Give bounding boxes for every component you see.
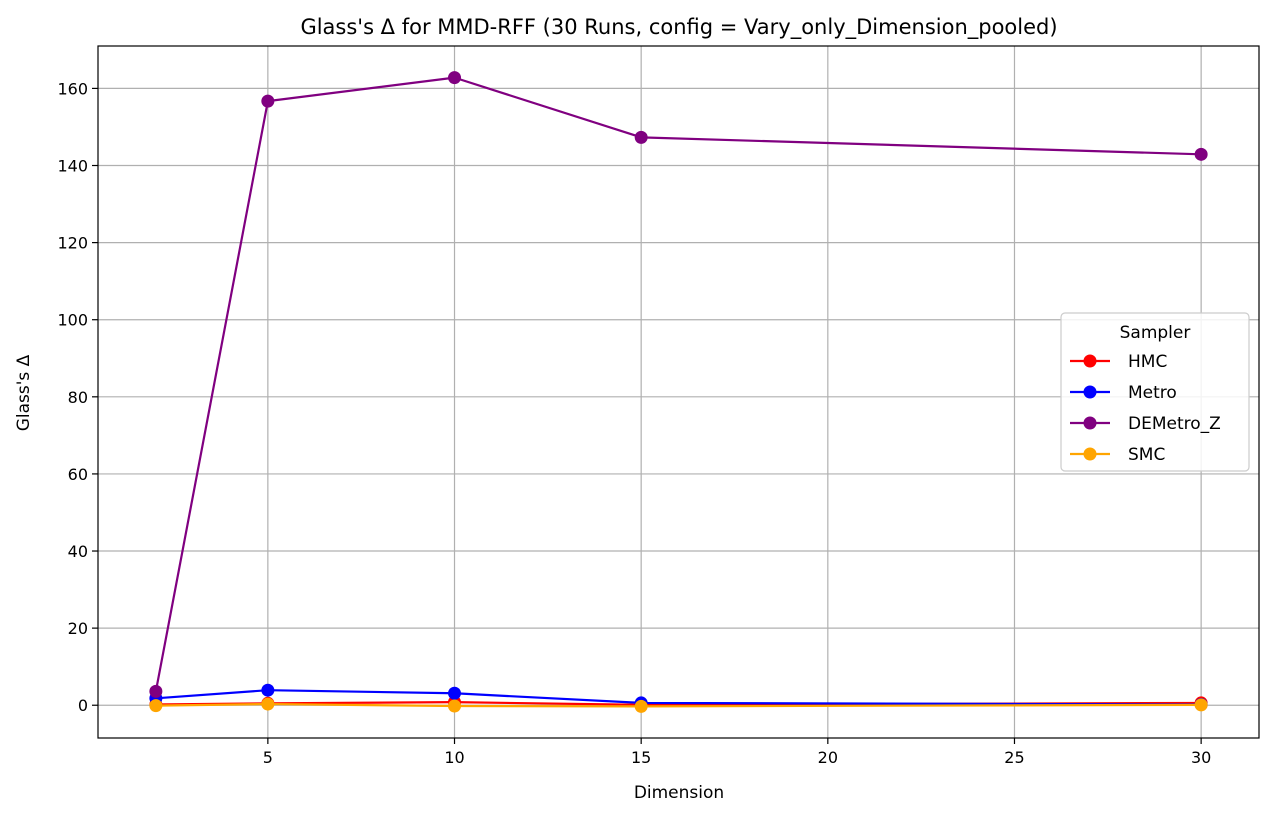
y-tick-label: 80 xyxy=(68,388,88,407)
data-point-demetro-z xyxy=(261,94,275,108)
y-tick-label: 160 xyxy=(57,79,88,98)
legend-label: DEMetro_Z xyxy=(1128,414,1221,434)
y-tick-label: 120 xyxy=(57,234,88,253)
chart-title: Glass's Δ for MMD-RFF (30 Runs, config =… xyxy=(300,15,1057,40)
y-tick-label: 40 xyxy=(68,542,88,561)
x-tick-label: 5 xyxy=(263,748,273,767)
legend: Sampler HMC Metro DEMetro_Z SMC xyxy=(1060,312,1250,472)
legend-label: HMC xyxy=(1128,352,1167,372)
x-tick-label: 20 xyxy=(818,748,838,767)
y-axis: 0 20 40 60 80 100 120 140 160 xyxy=(57,79,98,715)
data-point-metro xyxy=(261,683,275,697)
legend-box xyxy=(1060,312,1250,472)
legend-swatch-marker xyxy=(1083,385,1097,399)
data-point-smc xyxy=(149,699,163,713)
series-demetro-z xyxy=(149,71,1208,698)
legend-item-smc: SMC xyxy=(1070,445,1165,465)
legend-swatch-marker xyxy=(1083,447,1097,461)
x-tick-label: 30 xyxy=(1191,748,1211,767)
data-point-smc xyxy=(634,699,648,713)
data-point-smc xyxy=(1194,698,1208,712)
legend-swatch-marker xyxy=(1083,354,1097,368)
data-point-demetro-z xyxy=(1194,147,1208,161)
x-tick-label: 25 xyxy=(1004,748,1024,767)
y-axis-label: Glass's Δ xyxy=(14,354,34,431)
y-tick-label: 140 xyxy=(57,157,88,176)
legend-label: SMC xyxy=(1128,445,1165,465)
x-axis: 5 10 15 20 25 30 xyxy=(263,738,1211,767)
legend-label: Metro xyxy=(1128,383,1177,403)
x-axis-label: Dimension xyxy=(634,783,724,803)
data-point-demetro-z xyxy=(149,684,163,698)
legend-swatch-marker xyxy=(1083,416,1097,430)
y-tick-label: 0 xyxy=(78,696,88,715)
x-tick-label: 15 xyxy=(631,748,651,767)
data-point-smc xyxy=(448,699,462,713)
series-smc xyxy=(149,697,1208,713)
legend-item-metro: Metro xyxy=(1070,383,1177,403)
legend-items: HMC Metro DEMetro_Z SMC xyxy=(1070,352,1221,465)
legend-item-demetro-z: DEMetro_Z xyxy=(1070,414,1221,434)
data-point-demetro-z xyxy=(634,130,648,144)
series-layer xyxy=(149,71,1208,713)
x-tick-label: 10 xyxy=(444,748,464,767)
y-tick-label: 20 xyxy=(68,619,88,638)
legend-item-hmc: HMC xyxy=(1070,352,1167,372)
data-point-demetro-z xyxy=(448,71,462,85)
data-point-metro xyxy=(448,686,462,700)
y-tick-label: 60 xyxy=(68,465,88,484)
data-point-smc xyxy=(261,697,275,711)
y-tick-label: 100 xyxy=(57,311,88,330)
plot-frame xyxy=(97,45,1260,739)
legend-title: Sampler xyxy=(1120,323,1191,343)
